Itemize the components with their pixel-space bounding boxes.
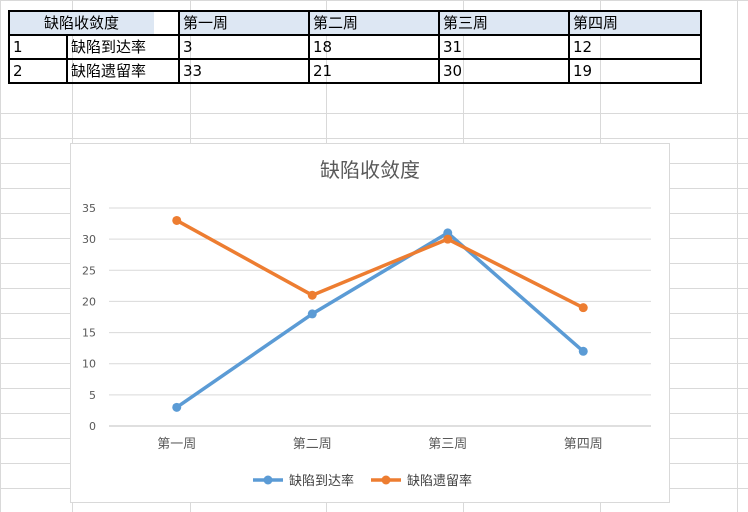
table-header-row: 缺陷收敛度 第一周 第二周 第三周 第四周 xyxy=(8,10,702,36)
cell[interactable]: 21 xyxy=(308,58,440,84)
data-point[interactable] xyxy=(443,228,453,238)
data-point[interactable] xyxy=(307,290,317,300)
legend-item[interactable]: 缺陷到达率 xyxy=(253,473,354,489)
legend-marker xyxy=(381,475,391,485)
series-line[interactable] xyxy=(175,231,585,409)
cell[interactable]: 1 xyxy=(8,34,68,60)
line-chart[interactable]: 缺陷收敛度 0 5 10 15 20 25 30 35 第一周 第二周 第三周 第四周 缺陷到达率缺… xyxy=(70,143,670,503)
y-tick-label: 0 xyxy=(89,420,96,433)
cell[interactable]: 缺陷遗留率 xyxy=(66,58,180,84)
cell[interactable]: 缺陷到达率 xyxy=(66,34,180,60)
y-tick-label: 20 xyxy=(82,295,96,308)
cell[interactable]: 3 xyxy=(178,34,310,60)
chart-series xyxy=(172,215,588,412)
x-tick-label: 第一周 xyxy=(157,437,196,452)
legend-label: 缺陷遗留率 xyxy=(407,473,472,489)
data-point[interactable] xyxy=(443,234,453,244)
cell[interactable]: 33 xyxy=(178,58,310,84)
cell[interactable]: 缺陷收敛度 xyxy=(42,10,156,36)
data-point[interactable] xyxy=(307,309,317,319)
data-point[interactable] xyxy=(578,346,588,356)
cell[interactable]: 2 xyxy=(8,58,68,84)
legend-marker xyxy=(263,475,273,485)
chart-title: 缺陷收敛度 xyxy=(320,158,420,182)
y-tick-label: 35 xyxy=(82,202,96,215)
data-point[interactable] xyxy=(172,402,182,412)
y-axis: 0 5 10 15 20 25 30 35 xyxy=(82,202,96,433)
table-row: 2 缺陷遗留率 33 21 30 19 xyxy=(8,58,702,84)
cell[interactable]: 第二周 xyxy=(308,10,440,36)
data-point[interactable] xyxy=(172,215,182,225)
y-tick-label: 5 xyxy=(89,389,96,402)
y-tick-label: 15 xyxy=(82,327,96,340)
x-tick-label: 第二周 xyxy=(293,437,332,452)
chart-gridlines xyxy=(109,207,651,427)
table-row: 1 缺陷到达率 3 18 31 12 xyxy=(8,34,702,60)
data-point[interactable] xyxy=(578,303,588,313)
x-axis: 第一周 第二周 第三周 第四周 xyxy=(157,437,603,452)
cell[interactable]: 第四周 xyxy=(568,10,702,36)
x-tick-label: 第四周 xyxy=(564,437,603,452)
x-tick-label: 第三周 xyxy=(428,437,467,452)
cell[interactable]: 12 xyxy=(568,34,702,60)
y-tick-label: 25 xyxy=(82,264,96,277)
cell[interactable]: 第三周 xyxy=(438,10,570,36)
y-tick-label: 30 xyxy=(82,233,96,246)
cell[interactable]: 19 xyxy=(568,58,702,84)
chart-legend[interactable]: 缺陷到达率 缺陷遗留率 xyxy=(253,473,472,489)
legend-label: 缺陷到达率 xyxy=(289,473,354,489)
cell[interactable]: 30 xyxy=(438,58,570,84)
cell[interactable]: 第一周 xyxy=(178,10,310,36)
cell[interactable]: 18 xyxy=(308,34,440,60)
y-tick-label: 10 xyxy=(82,358,96,371)
legend-item[interactable]: 缺陷遗留率 xyxy=(371,473,472,489)
series-line[interactable] xyxy=(175,218,585,310)
cell[interactable]: 31 xyxy=(438,34,570,60)
chart-canvas: 缺陷收敛度 05101520253035 第一周 第二周 第三周 第四周 缺陷到达率缺… xyxy=(82,158,651,489)
data-table: 缺陷收敛度 第一周 第二周 第三周 第四周 1 缺陷到达率 3 18 31 12… xyxy=(8,10,702,84)
